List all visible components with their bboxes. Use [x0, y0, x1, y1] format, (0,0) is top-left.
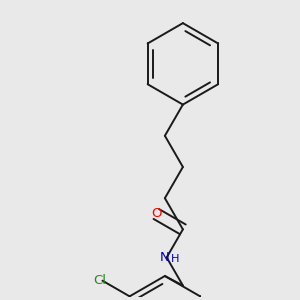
Text: O: O	[151, 207, 162, 220]
Text: Cl: Cl	[94, 274, 106, 287]
Text: N: N	[160, 251, 170, 264]
Text: H: H	[171, 254, 180, 264]
